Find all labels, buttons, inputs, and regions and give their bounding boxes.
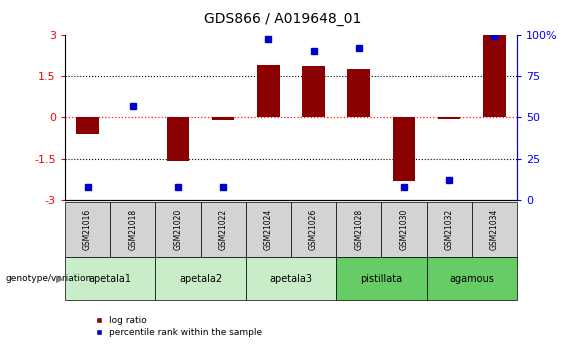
Text: pistillata: pistillata bbox=[360, 274, 402, 284]
Bar bbox=[257, 65, 280, 117]
Text: GDS866 / A019648_01: GDS866 / A019648_01 bbox=[204, 12, 361, 26]
Text: GSM21032: GSM21032 bbox=[445, 209, 454, 250]
Text: GSM21016: GSM21016 bbox=[83, 209, 92, 250]
Bar bbox=[347, 69, 370, 117]
Text: genotype/variation: genotype/variation bbox=[6, 274, 92, 283]
Bar bbox=[483, 34, 506, 117]
Text: GSM21024: GSM21024 bbox=[264, 209, 273, 250]
Text: GSM21028: GSM21028 bbox=[354, 209, 363, 250]
Bar bbox=[438, 117, 460, 119]
Text: GSM21026: GSM21026 bbox=[309, 209, 318, 250]
Text: GSM21030: GSM21030 bbox=[399, 209, 408, 250]
Bar bbox=[302, 66, 325, 117]
Bar bbox=[212, 117, 234, 120]
Text: GSM21018: GSM21018 bbox=[128, 209, 137, 250]
Bar bbox=[393, 117, 415, 181]
Text: GSM21022: GSM21022 bbox=[219, 209, 228, 250]
Text: apetala1: apetala1 bbox=[89, 274, 132, 284]
Legend: log ratio, percentile rank within the sample: log ratio, percentile rank within the sa… bbox=[95, 316, 263, 337]
Text: GSM21034: GSM21034 bbox=[490, 209, 499, 250]
Text: apetala2: apetala2 bbox=[179, 274, 222, 284]
Text: GSM21020: GSM21020 bbox=[173, 209, 182, 250]
Text: agamous: agamous bbox=[449, 274, 494, 284]
Text: apetala3: apetala3 bbox=[270, 274, 312, 284]
Text: ▶: ▶ bbox=[56, 274, 63, 284]
Bar bbox=[167, 117, 189, 161]
Bar bbox=[76, 117, 99, 134]
